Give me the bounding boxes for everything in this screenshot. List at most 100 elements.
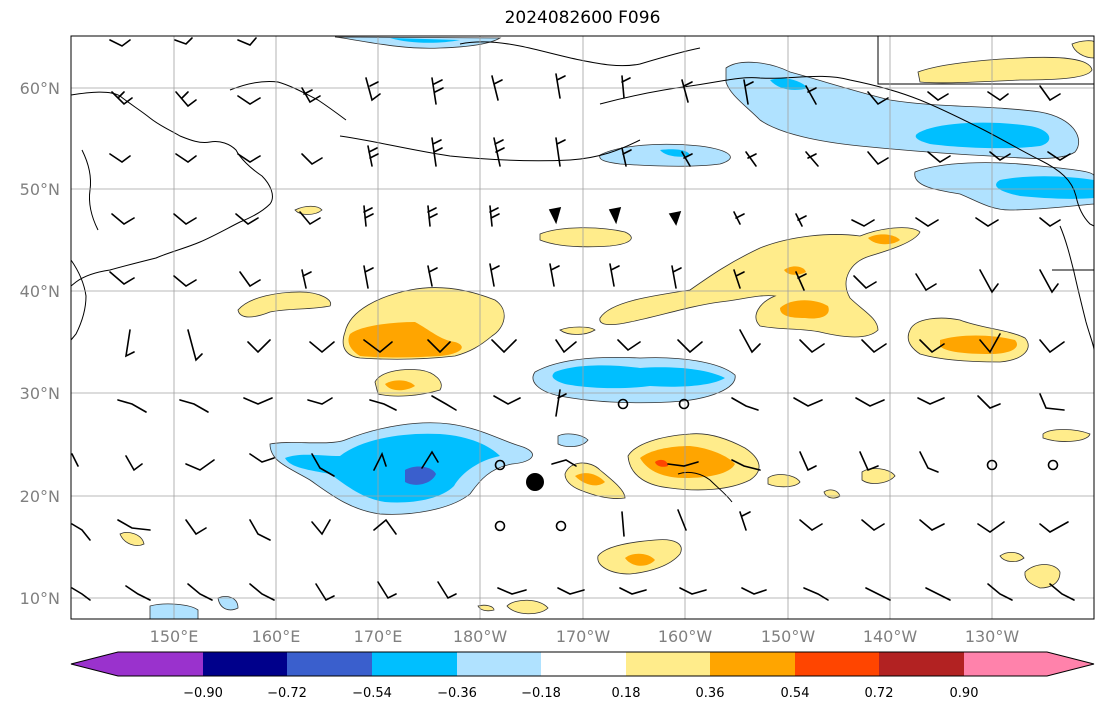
wind-barb: [621, 75, 631, 99]
wind-barb: [1039, 521, 1069, 533]
neg-region-bering: [599, 143, 731, 167]
wind-barb: [795, 213, 807, 227]
neg-region-22n-darkcore: [405, 466, 436, 485]
colorbar-tick-label: 0.54: [781, 686, 810, 701]
wind-barb: [109, 39, 131, 47]
wind-barb: [671, 265, 682, 289]
lon-label: 180°W: [453, 627, 508, 646]
pos-region-20n-center-core: [575, 473, 605, 486]
pos-region-east-core-1: [780, 300, 829, 319]
calm-circle: [1047, 459, 1059, 471]
wind-barb: [437, 581, 457, 600]
coast-japan: [70, 259, 87, 341]
wind-barb: [668, 210, 682, 226]
wind-barb: [979, 333, 1001, 354]
wind-barb: [301, 87, 321, 104]
pos-region-9n-small: [506, 599, 549, 615]
wind-barb: [987, 91, 1009, 101]
lon-label: 150°W: [761, 627, 816, 646]
lon-labels: 150°E 160°E 170°E 180°W 170°W 160°W 150°…: [150, 627, 1020, 646]
wind-barb: [125, 585, 151, 601]
wind-barb: [975, 217, 999, 227]
wind-barb: [745, 151, 757, 167]
coast-kamchatka: [229, 81, 347, 121]
wind-barb: [249, 583, 275, 601]
wind-barb: [805, 85, 817, 105]
pos-region-9n-dot: [477, 604, 495, 612]
wind-barb: [239, 271, 261, 288]
wind-barb: [117, 399, 147, 413]
pos-region-48n: [539, 227, 632, 248]
storm-marker: [526, 473, 544, 491]
wind-barb: [861, 519, 885, 531]
colorbar-bin: [287, 652, 372, 676]
wind-barb: [799, 339, 825, 354]
pos-region-30n-west-core: [385, 380, 415, 391]
neg-region-north-core: [390, 38, 460, 43]
wind-barb: [243, 397, 273, 405]
wind-barb: [71, 587, 91, 601]
wind-barb: [917, 397, 945, 405]
lon-label: 150°E: [150, 627, 199, 646]
wind-barb: [733, 269, 745, 289]
colorbar-extend-low: [71, 652, 118, 676]
wind-barb: [803, 587, 829, 601]
wind-barb: [491, 339, 517, 354]
wind-barb: [71, 453, 79, 467]
wind-barb: [555, 73, 566, 99]
wind-barb: [497, 587, 527, 595]
wind-barb: [915, 217, 939, 227]
wind-barb: [681, 151, 693, 167]
wind-barb: [859, 451, 879, 472]
colorbar-bin: [541, 652, 626, 676]
wind-barb: [617, 339, 641, 352]
wind-barb: [299, 211, 321, 226]
wind-barb: [493, 395, 521, 405]
pos-region-alaska: [917, 56, 1093, 84]
wind-barb: [919, 339, 945, 354]
wind-barb: [919, 451, 939, 473]
wind-barb: [989, 151, 1011, 161]
lat-label: 30°N: [20, 384, 60, 403]
wind-barb: [1039, 85, 1061, 102]
pos-region-east-big: [599, 227, 921, 338]
wind-barb: [431, 137, 443, 167]
wind-barb: [124, 329, 135, 358]
calm-circle: [617, 398, 629, 410]
wind-barb: [109, 271, 135, 285]
wind-barb: [555, 137, 566, 167]
neg-region-alaska-core: [915, 122, 1050, 149]
wind-barb: [799, 451, 817, 472]
neg-region-22n-core: [285, 433, 500, 503]
wind-barb: [865, 587, 891, 601]
wind-barb: [799, 519, 823, 531]
wind-barb: [867, 151, 889, 166]
neg-region-alaska-small: [770, 78, 808, 90]
pos-region-east-core-2: [868, 234, 900, 245]
wind-barb: [175, 153, 197, 163]
wind-barb: [855, 397, 885, 407]
wind-barb: [555, 389, 567, 417]
pos-region-22n-hawaii-core: [640, 446, 735, 478]
wind-barb: [793, 397, 823, 407]
colorbar-tick-label: −0.36: [437, 686, 477, 701]
neg-region-30n-core: [552, 365, 725, 389]
wind-barb: [739, 329, 761, 354]
wind-barb: [677, 339, 703, 354]
lat-label: 20°N: [20, 487, 60, 506]
wind-barb: [979, 269, 999, 294]
calm-circle: [986, 459, 998, 471]
wind-barb: [489, 205, 500, 227]
colorbar-bin: [203, 652, 287, 676]
calm-circle: [555, 520, 567, 532]
coast-alaska: [599, 75, 1095, 227]
wind-barb: [369, 399, 397, 411]
colorbar-extend-high: [1047, 652, 1094, 676]
wind-barb: [677, 509, 687, 531]
wind-barb: [987, 583, 1013, 601]
colorbar-bin: [795, 652, 879, 676]
wind-barb: [431, 395, 457, 411]
lon-label: 160°W: [658, 627, 713, 646]
colorbar-tick-labels: −0.90 −0.72 −0.54 −0.36 −0.18 0.18 0.36 …: [183, 686, 978, 701]
wind-barb: [307, 397, 333, 405]
